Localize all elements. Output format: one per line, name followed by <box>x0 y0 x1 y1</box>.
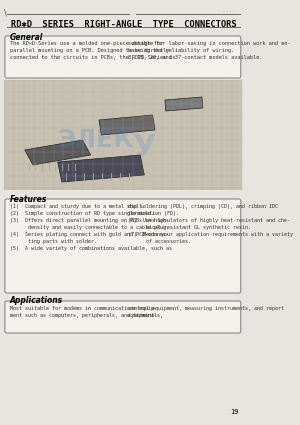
Text: suitable for labor-saving in connection work and en-
hancing the reliability of : suitable for labor-saving in connection … <box>128 41 290 60</box>
Text: control equipment, measuring instruments, and report
equipment.: control equipment, measuring instruments… <box>128 306 284 318</box>
FancyBboxPatch shape <box>4 80 242 190</box>
Text: У: У <box>132 133 155 162</box>
FancyBboxPatch shape <box>5 199 241 293</box>
Text: General: General <box>10 33 43 42</box>
Polygon shape <box>99 115 155 135</box>
Text: Most suitable for modems in communications equip-
ment such as computers, periph: Most suitable for modems in communicatio… <box>10 306 163 318</box>
FancyBboxPatch shape <box>5 36 241 78</box>
Text: (1)  Compact and sturdy due to a metal shell.
(2)  Simple construction of RD typ: (1) Compact and sturdy due to a metal sh… <box>10 204 172 251</box>
Text: 19: 19 <box>231 409 239 415</box>
Text: The RD×D-Series use a molded one-piece design for
parallel mounting on a PCB. De: The RD×D-Series use a molded one-piece d… <box>10 41 176 60</box>
Polygon shape <box>58 155 144 182</box>
Text: Features: Features <box>10 195 47 204</box>
FancyBboxPatch shape <box>5 301 241 333</box>
Polygon shape <box>165 97 203 111</box>
Text: dip soldering (PDL), crimping (CD), and ribbon IDC
termination (FD).
(6)  Uses i: dip soldering (PDL), crimping (CD), and … <box>128 204 293 244</box>
Text: RD✱D  SERIES  RIGHT-ANGLE  TYPE  CONNECTORS: RD✱D SERIES RIGHT-ANGLE TYPE CONNECTORS <box>11 20 237 29</box>
Text: ЭЛЕК: ЭЛЕК <box>58 128 134 152</box>
Text: . . . .: . . . . <box>223 8 235 13</box>
Text: \: \ <box>4 8 7 17</box>
Polygon shape <box>25 140 91 165</box>
Text: Applications: Applications <box>10 296 63 305</box>
